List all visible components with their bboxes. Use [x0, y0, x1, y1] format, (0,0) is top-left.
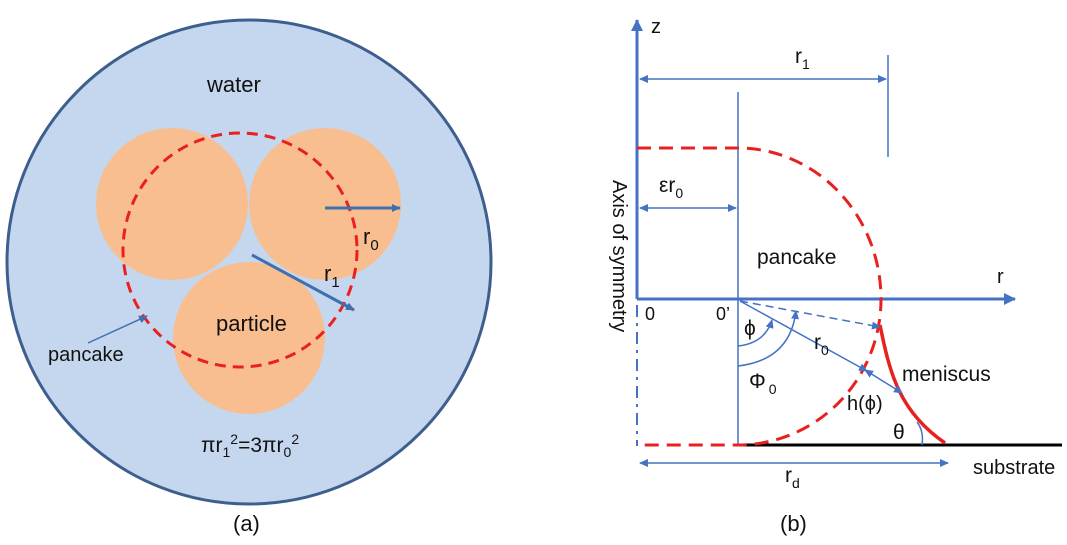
- origin-prime-label: 0’: [716, 304, 730, 324]
- theta-label: θ: [893, 421, 905, 444]
- panel-a: water particle pancake r0 r1 πr12=3πr02 …: [5, 18, 493, 536]
- contact-ray-dashed: [739, 300, 881, 330]
- panel-b: z r Axis of symmetry r1 εr0 rd substrate: [608, 16, 1062, 536]
- r1-label: r1: [324, 261, 340, 291]
- origin-label: 0: [645, 304, 655, 324]
- pancake-pointer-arrow: [87, 315, 148, 344]
- r0-label: r0: [363, 224, 379, 254]
- particle-top-left: [96, 128, 248, 280]
- r0-radius-arrow: [739, 300, 868, 372]
- h-phi-label: h(ϕ): [847, 393, 883, 415]
- water-label: water: [206, 72, 261, 97]
- Phi0-angle-arc: [737, 310, 799, 367]
- pancake-profile-top: [637, 146, 883, 447]
- particle-top-right: [249, 128, 401, 280]
- er0-label: εr0: [659, 174, 683, 201]
- phi-angle-arc: [737, 319, 774, 347]
- meniscus-label: meniscus: [902, 363, 991, 386]
- r1-arrow: [251, 253, 355, 312]
- h-phi-arrow: [864, 369, 903, 394]
- phi-label: ϕ: [744, 317, 756, 340]
- r0-label-b: r0: [814, 331, 829, 358]
- pancake-label-b: pancake: [757, 246, 836, 269]
- r-axis-label: r: [997, 266, 1004, 288]
- rd-label: rd: [785, 464, 800, 491]
- particle-bottom: [173, 262, 325, 414]
- particle-label: particle: [216, 311, 287, 336]
- pancake-outline: [121, 131, 359, 369]
- z-axis-label: z: [651, 16, 661, 38]
- caption-b: (b): [780, 511, 807, 536]
- substrate-label: substrate: [973, 457, 1055, 479]
- theta-angle-arc: [916, 421, 924, 446]
- pancake-label: pancake: [48, 344, 124, 366]
- axis-of-symmetry-label: Axis of symmetry: [608, 180, 630, 332]
- area-formula: πr12=3πr02: [201, 431, 299, 460]
- caption-a: (a): [233, 511, 260, 536]
- r1-dimension-label: r1: [795, 45, 810, 72]
